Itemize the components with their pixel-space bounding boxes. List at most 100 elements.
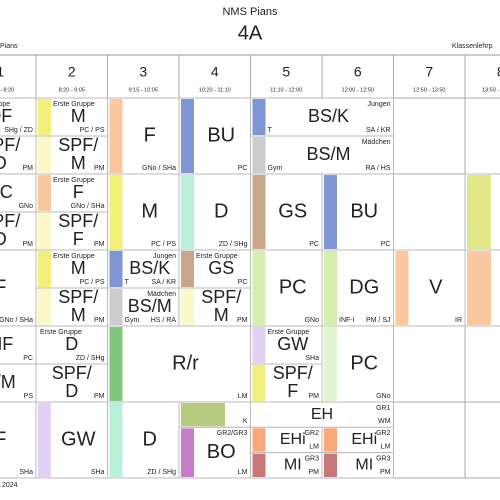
subject: BS/K xyxy=(129,258,170,278)
subject: EHi xyxy=(351,431,377,448)
teacher: PM xyxy=(309,469,320,476)
group-label: Erste Gruppe xyxy=(53,101,95,108)
teacher-label: Klassenlehrp xyxy=(452,43,493,50)
subject: PC xyxy=(350,352,378,374)
subject: EH xyxy=(311,406,333,423)
teacher: PM xyxy=(380,469,391,476)
color-strip xyxy=(181,428,194,477)
subject: F xyxy=(0,276,6,298)
lesson-cell xyxy=(35,325,108,365)
teacher: PC xyxy=(309,241,319,248)
subject: M xyxy=(71,258,86,278)
subject: M xyxy=(214,305,229,325)
group-label: Erste Gruppe xyxy=(268,329,310,336)
teacher: LM xyxy=(238,393,248,400)
teacher: SA / KR xyxy=(366,127,391,134)
teacher: PM xyxy=(237,317,248,324)
teacher: GNo xyxy=(376,393,391,400)
color-strip xyxy=(252,428,266,452)
subject: M xyxy=(71,153,86,173)
color-strip xyxy=(109,251,123,287)
lesson-cell xyxy=(250,135,394,175)
teacher: PC / PS xyxy=(80,127,105,134)
subject: PC xyxy=(0,182,13,202)
subject: SPF/ xyxy=(58,211,98,231)
subject: SPF/ xyxy=(273,363,313,383)
group-label: Erste Gruppe xyxy=(40,329,82,336)
teacher: LM xyxy=(381,444,391,451)
color-strip xyxy=(324,327,337,401)
color-strip xyxy=(109,99,123,173)
color-strip xyxy=(109,403,123,477)
room: Gym xyxy=(268,165,283,172)
teacher: PM xyxy=(94,393,105,400)
subject: BU xyxy=(350,200,378,222)
subject: D xyxy=(143,428,157,450)
lesson-cell xyxy=(250,97,394,137)
teacher: PS xyxy=(24,393,34,400)
color-strip xyxy=(252,137,266,173)
teacher: GNo / SHa xyxy=(0,317,33,324)
teacher: GNo / SHa xyxy=(71,203,105,210)
color-strip xyxy=(252,175,266,249)
teacher: PC / PS xyxy=(151,241,176,248)
subject: F xyxy=(287,381,298,401)
subject: BU xyxy=(207,124,235,146)
lesson-cell xyxy=(0,401,37,479)
color-strip xyxy=(181,289,194,325)
group-label: GR2 xyxy=(305,430,320,437)
subject: DG xyxy=(349,276,379,298)
teacher: LM xyxy=(309,444,319,451)
teacher: SA / KR xyxy=(151,279,176,286)
color-strip xyxy=(181,251,194,287)
color-strip xyxy=(252,251,266,325)
subject: MF xyxy=(0,334,13,354)
color-strip xyxy=(252,365,266,401)
period-number: 8 xyxy=(497,64,500,80)
subject: D xyxy=(0,153,7,173)
group-label: Erste Gruppe xyxy=(196,253,238,260)
subject: M xyxy=(71,106,86,126)
group-label: Erste Gruppe xyxy=(53,253,95,260)
subject: D xyxy=(214,200,228,222)
color-strip xyxy=(181,175,194,249)
teacher: LM xyxy=(238,469,248,476)
subject: R/r xyxy=(172,352,199,374)
color-strip xyxy=(324,428,337,452)
group-label: Jungen xyxy=(368,101,391,108)
teacher: PM xyxy=(23,241,34,248)
subject: GW xyxy=(61,428,96,450)
subject: F/M xyxy=(0,372,16,392)
subject: D xyxy=(0,229,7,249)
subject: GW xyxy=(277,334,308,354)
group-label: Mädchen xyxy=(147,291,176,298)
subject: PC xyxy=(279,276,307,298)
lesson-cell xyxy=(0,135,37,175)
group-label: Mädchen xyxy=(362,139,391,146)
period-number: 6 xyxy=(354,64,362,80)
lesson-cell xyxy=(107,325,251,403)
teacher: HS / RA xyxy=(151,317,177,324)
footer: .2024 xyxy=(0,482,18,489)
color-strip xyxy=(467,251,491,325)
period-number: 5 xyxy=(282,64,290,80)
teacher: SHa xyxy=(19,469,33,476)
teacher: PC xyxy=(381,241,391,248)
teacher: ZD / SHg xyxy=(76,355,105,362)
color-strip xyxy=(38,403,51,477)
subject: SPF/ xyxy=(58,135,98,155)
teacher: SHa xyxy=(305,355,319,362)
color-strip xyxy=(38,289,51,325)
subject: V xyxy=(429,276,443,298)
period-time: 11:10 - 12:00 xyxy=(270,87,302,93)
period-number: 7 xyxy=(425,64,433,80)
teacher: PM xyxy=(94,241,105,248)
period-time: 12:00 - 12:50 xyxy=(342,87,374,93)
subject: D xyxy=(65,334,78,354)
subject: SPF/ xyxy=(0,211,20,231)
subject: BS/M xyxy=(128,296,172,316)
period-number: 2 xyxy=(68,64,76,80)
room: T xyxy=(125,279,130,286)
subject: M xyxy=(141,200,158,222)
